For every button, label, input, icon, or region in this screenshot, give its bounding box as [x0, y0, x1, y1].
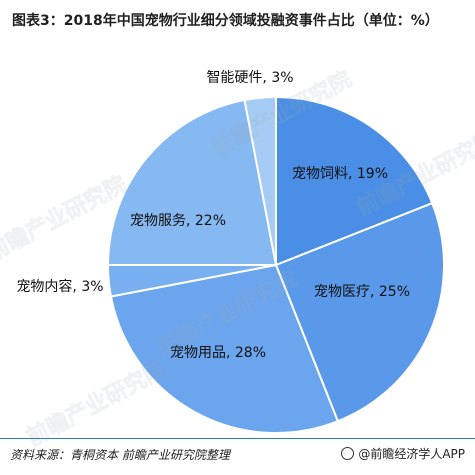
- pie-slice-2: [274, 201, 445, 423]
- pie-slice-5: [106, 98, 278, 266]
- pie-label-3: 宠物用品, 28%: [170, 345, 266, 361]
- brand-label: @前瞻经济学人APP: [341, 445, 465, 462]
- pie-label-1: 宠物饲料, 19%: [292, 166, 388, 182]
- pie-label-5: 宠物服务, 22%: [130, 213, 226, 229]
- pie-labels: 宠物饲料, 19% 宠物医疗, 25% 宠物用品, 28% 宠物内容, 3% 宠物服务,…: [16, 70, 410, 361]
- footer-divider: [0, 438, 475, 439]
- pie-label-2: 宠物医疗, 25%: [314, 284, 410, 300]
- pie-slice-6: [243, 95, 277, 266]
- pie-slices: [106, 95, 445, 434]
- pie-label-6: 智能硬件, 3%: [206, 70, 293, 86]
- brand-text: @前瞻经济学人APP: [358, 447, 465, 461]
- source-note: 资料来源：青桐资本 前瞻产业研究院整理: [10, 448, 230, 462]
- brand-icon: [341, 447, 355, 460]
- chart-title: 图表3：2018年中国宠物行业细分领域投融资事件占比（单位：%）: [12, 13, 439, 29]
- pie-slice-1: [275, 95, 434, 267]
- pie-label-4: 宠物内容, 3%: [16, 278, 103, 295]
- pie-slice-3: [109, 263, 340, 434]
